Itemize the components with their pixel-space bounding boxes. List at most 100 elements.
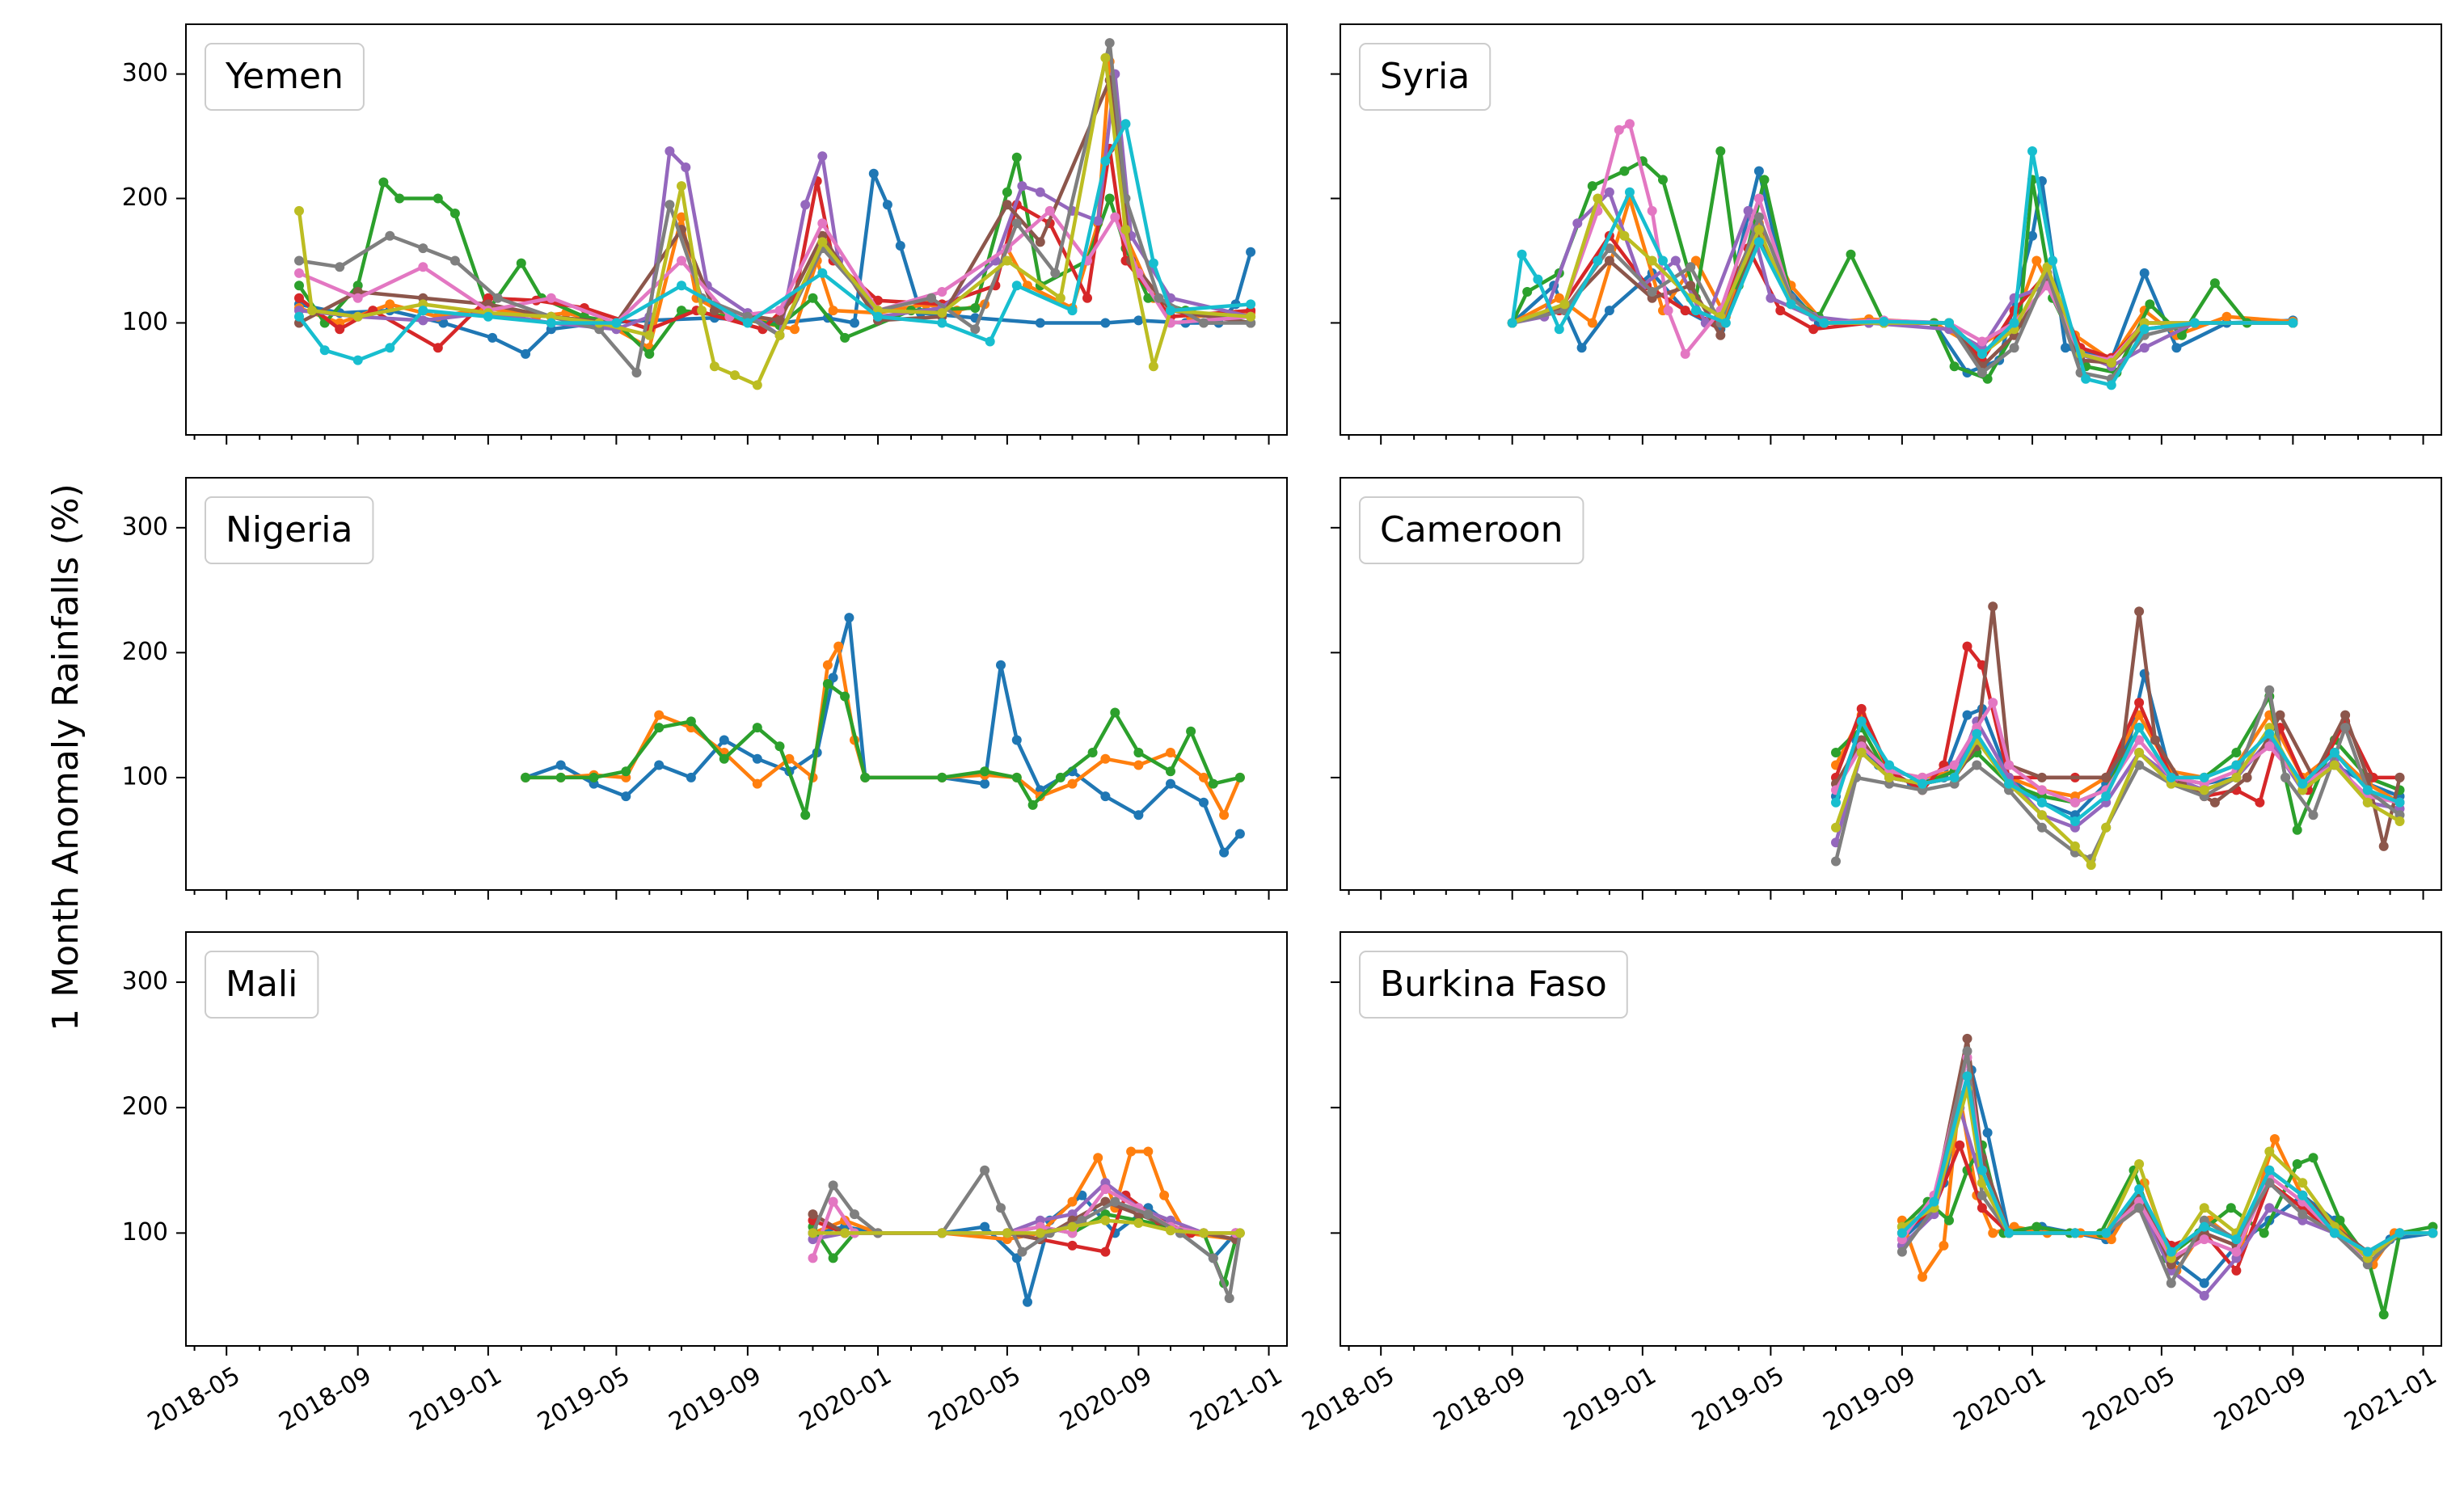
data-point	[2189, 318, 2200, 328]
data-point	[1133, 760, 1144, 770]
legend-box	[1359, 496, 1584, 564]
data-point	[1067, 1240, 1078, 1251]
data-point	[2027, 146, 2037, 156]
data-point	[1576, 343, 1587, 353]
data-point	[686, 772, 696, 782]
data-point	[1955, 1140, 1965, 1150]
data-point	[1522, 287, 1533, 297]
figure-ylabel: 1 Month Anomaly Rainfalls (%)	[45, 483, 86, 1031]
series-group	[294, 38, 1256, 390]
data-point	[1831, 797, 1841, 808]
series-line	[811, 1168, 1243, 1301]
data-point	[1035, 187, 1045, 197]
series-line	[525, 681, 1241, 817]
data-point	[1143, 293, 1154, 303]
data-point	[1962, 1033, 1972, 1044]
data-point	[1055, 293, 1065, 303]
data-point	[1720, 318, 1731, 328]
data-point	[1100, 1184, 1111, 1195]
data-point	[2134, 723, 2145, 733]
data-point	[2199, 1234, 2209, 1245]
data-point	[319, 345, 330, 356]
data-point	[2329, 748, 2340, 757]
data-point	[2231, 760, 2242, 770]
data-point	[483, 311, 493, 322]
panel-mali: 100 200 300 2018-05 2018-09 2019-01 2019-05 201…	[122, 931, 1288, 1436]
data-point	[817, 268, 828, 278]
data-point	[2231, 1234, 2242, 1245]
data-point	[822, 679, 833, 689]
data-point	[1166, 306, 1175, 316]
data-point	[621, 766, 631, 777]
data-point	[2004, 778, 2014, 789]
data-point	[2009, 318, 2019, 328]
data-point	[352, 355, 363, 365]
data-point	[1619, 230, 1630, 241]
data-point	[926, 293, 937, 303]
data-point	[2297, 1209, 2308, 1220]
y-tick-label: 100	[122, 1218, 168, 1246]
x-tick-label: 2020-01	[1949, 1361, 2051, 1436]
data-point	[2199, 1221, 2209, 1232]
data-point	[2134, 606, 2145, 617]
data-point	[1587, 318, 1597, 328]
data-point	[492, 293, 503, 303]
data-point	[2004, 1228, 2014, 1238]
data-point	[654, 760, 665, 770]
data-point	[1002, 200, 1012, 210]
data-point	[2199, 1203, 2209, 1213]
x-tick-label: 2020-05	[924, 1361, 1026, 1436]
data-point	[1856, 716, 1867, 727]
data-point	[1753, 237, 1764, 247]
data-point	[1002, 255, 1012, 266]
data-point	[1143, 1146, 1154, 1157]
data-point	[980, 766, 990, 777]
data-point	[2134, 1203, 2145, 1213]
data-point	[2177, 330, 2187, 340]
data-point	[1067, 1196, 1078, 1207]
data-point	[1647, 205, 1657, 216]
data-point	[2032, 255, 2042, 266]
data-point	[2259, 1228, 2269, 1238]
data-point	[752, 778, 762, 789]
data-point	[800, 200, 811, 210]
data-point	[1647, 287, 1657, 297]
data-point	[521, 348, 531, 359]
data-point	[1027, 799, 1038, 810]
data-point	[335, 324, 345, 335]
data-point	[895, 241, 905, 251]
data-point	[385, 343, 395, 353]
panel-title: Mali	[226, 964, 297, 1005]
axes-frame	[185, 931, 1288, 1347]
data-point	[980, 778, 990, 789]
data-point	[1753, 193, 1764, 204]
data-point	[2209, 278, 2220, 289]
data-point	[1625, 119, 1635, 129]
data-point	[1604, 187, 1614, 197]
data-point	[516, 258, 526, 268]
data-point	[2362, 1246, 2373, 1257]
data-point	[719, 735, 729, 745]
data-point	[1690, 306, 1701, 316]
data-point	[1166, 766, 1175, 777]
data-point	[2340, 710, 2351, 720]
data-point	[1120, 225, 1131, 234]
data-point	[1972, 728, 1982, 739]
data-point	[2394, 816, 2405, 826]
data-point	[1126, 1146, 1137, 1157]
data-point	[1977, 1165, 1987, 1175]
x-tick-label: 2018-05	[1297, 1361, 1399, 1436]
data-point	[2264, 1178, 2275, 1188]
data-point	[385, 299, 395, 310]
data-point	[1753, 166, 1764, 176]
panels: 100 200 300 Yemen Syria 100 200 300 Nigeria Camer…	[122, 23, 2442, 1436]
data-point	[2070, 816, 2080, 826]
data-point	[1988, 698, 1998, 708]
data-point	[546, 318, 556, 328]
data-point	[2329, 760, 2340, 770]
data-point	[980, 1221, 990, 1232]
data-point	[1962, 1071, 1972, 1082]
data-point	[1670, 255, 1681, 266]
data-point	[418, 315, 428, 326]
data-point	[937, 1228, 947, 1238]
